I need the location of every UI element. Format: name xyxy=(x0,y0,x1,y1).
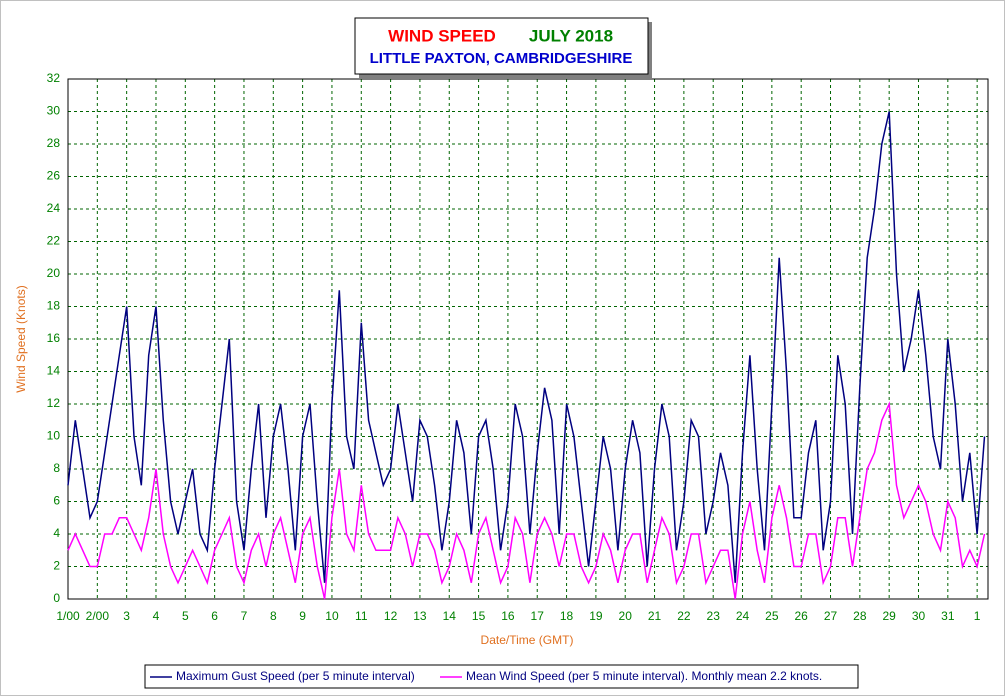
y-tick-label: 8 xyxy=(53,461,60,475)
x-tick-label: 18 xyxy=(560,609,574,623)
y-tick-label: 2 xyxy=(53,559,60,573)
series-line xyxy=(67,111,986,583)
x-tick-label: 30 xyxy=(912,609,926,623)
x-tick-label: 12 xyxy=(384,609,398,623)
y-tick-label: 16 xyxy=(47,331,61,345)
chart-subtitle: LITTLE PAXTON, CAMBRIDGESHIRE xyxy=(370,50,633,67)
legend-box xyxy=(144,664,859,689)
y-tick-label: 26 xyxy=(47,169,61,183)
x-tick-label: 1/00 xyxy=(56,609,80,623)
x-tick-label: 27 xyxy=(824,609,838,623)
x-tick-label: 11 xyxy=(355,609,368,623)
y-tick-label: 24 xyxy=(47,201,61,215)
chart-title: WIND SPEED xyxy=(388,26,496,45)
x-tick-label: 31 xyxy=(941,609,955,623)
x-tick-label: 2/00 xyxy=(86,609,110,623)
x-tick-label: 24 xyxy=(736,609,750,623)
chart-title-month: JULY 2018 xyxy=(529,26,613,45)
x-tick-label: 19 xyxy=(589,609,603,623)
series-line xyxy=(67,401,986,600)
x-tick-label: 22 xyxy=(677,609,691,623)
x-tick-label: 26 xyxy=(795,609,809,623)
x-tick-label: 8 xyxy=(270,609,277,623)
x-tick-label: 9 xyxy=(299,609,306,623)
y-tick-label: 28 xyxy=(47,136,61,150)
y-tick-label: 14 xyxy=(47,364,61,378)
x-tick-label: 17 xyxy=(531,609,545,623)
x-tick-label: 6 xyxy=(211,609,218,623)
y-tick-label: 32 xyxy=(47,71,61,85)
y-tick-label: 4 xyxy=(53,526,60,540)
title-box xyxy=(354,17,649,75)
x-tick-label: 28 xyxy=(853,609,867,623)
x-tick-label: 20 xyxy=(619,609,633,623)
legend-label: Mean Wind Speed (per 5 minute interval).… xyxy=(466,669,822,683)
y-tick-label: 12 xyxy=(47,396,61,410)
y-axis-label: Wind Speed (Knots) xyxy=(14,285,28,392)
y-tick-label: 20 xyxy=(47,266,61,280)
x-tick-label: 7 xyxy=(241,609,248,623)
x-tick-label: 21 xyxy=(648,609,662,623)
x-tick-label: 23 xyxy=(707,609,721,623)
x-tick-label: 5 xyxy=(182,609,189,623)
legend-label: Maximum Gust Speed (per 5 minute interva… xyxy=(176,669,415,683)
x-tick-label: 25 xyxy=(765,609,779,623)
x-tick-label: 1 xyxy=(974,609,981,623)
x-tick-label: 15 xyxy=(472,609,486,623)
y-tick-label: 6 xyxy=(53,494,60,508)
y-tick-label: 30 xyxy=(47,104,61,118)
x-tick-label: 29 xyxy=(882,609,896,623)
x-tick-label: 16 xyxy=(501,609,515,623)
x-tick-label: 4 xyxy=(153,609,160,623)
y-tick-label: 10 xyxy=(47,429,61,443)
x-tick-label: 10 xyxy=(325,609,339,623)
y-tick-label: 22 xyxy=(47,234,61,248)
x-axis-label: Date/Time (GMT) xyxy=(481,633,574,647)
y-tick-label: 0 xyxy=(53,591,60,605)
y-tick-label: 18 xyxy=(47,299,61,313)
x-tick-label: 13 xyxy=(413,609,427,623)
plot-border xyxy=(67,78,989,600)
x-tick-label: 3 xyxy=(123,609,130,623)
x-tick-label: 14 xyxy=(443,609,457,623)
